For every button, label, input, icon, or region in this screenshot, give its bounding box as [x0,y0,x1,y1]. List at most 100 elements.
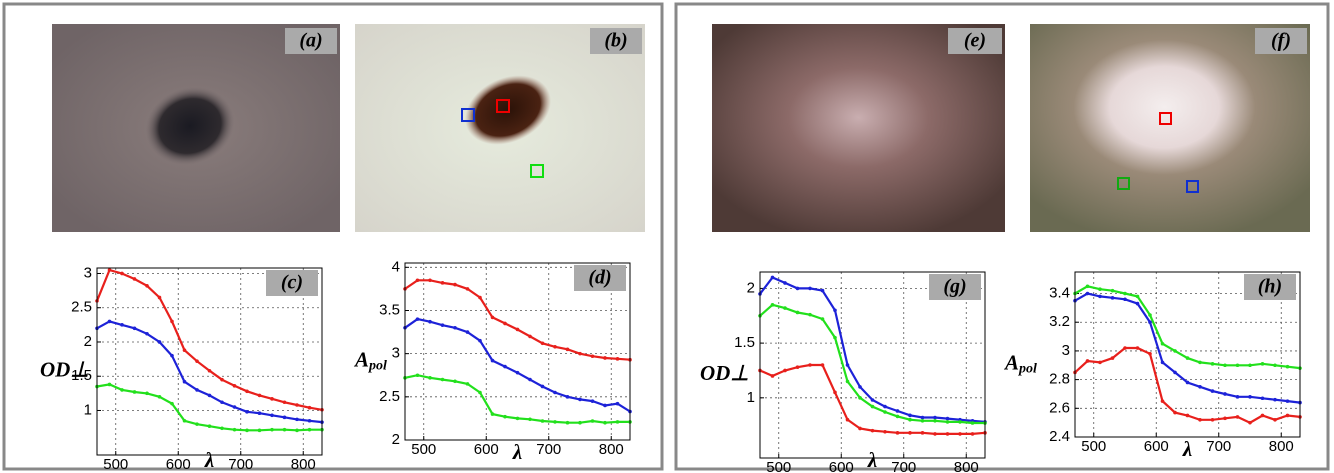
point-marker [1185,413,1190,418]
point-marker [1110,356,1115,360]
y-axis-label: OD⊥ [700,361,749,385]
point-marker [145,391,149,396]
point-marker [1210,417,1215,422]
point-marker [883,429,887,434]
plot-area [97,268,322,455]
point-marker [615,401,620,406]
x-tick-label: 700 [1206,438,1231,455]
point-marker [540,341,545,346]
point-marker [415,278,420,283]
point-marker [503,321,507,326]
point-marker [195,388,199,392]
point-marker [453,325,457,330]
point-marker [1135,301,1140,306]
point-marker [1260,396,1265,401]
y-tick-label: 2 [392,431,400,448]
point-marker [415,317,420,321]
point-marker [858,385,862,389]
y-axis-label-part: pol [368,359,387,374]
point-marker [1223,392,1227,396]
point-marker [795,286,800,291]
point-marker [1098,360,1102,365]
y-axis-label-part: A [1003,350,1019,374]
point-marker [795,310,800,315]
point-marker [195,359,199,363]
x-tick-label: 800 [954,459,979,473]
point-marker [1085,284,1090,289]
point-marker [490,358,495,363]
x-tick-label: 800 [599,441,624,458]
point-marker [220,426,224,431]
point-marker [920,415,925,420]
point-marker [528,377,532,382]
point-marker [578,420,582,425]
point-marker [858,396,862,400]
point-marker [145,284,149,288]
point-marker [428,278,432,283]
point-marker [795,365,800,369]
point-marker [553,390,557,395]
y-axis-label: OD⊥ [40,357,89,381]
point-marker [282,400,287,405]
point-marker [590,354,595,359]
point-marker [603,403,607,408]
point-marker [1098,287,1102,292]
point-marker [157,295,162,300]
point-marker [307,405,312,410]
point-marker [232,384,237,388]
image-label: (e) [964,30,986,52]
point-marker [157,394,162,399]
point-marker [145,331,149,336]
x-tick-label: 600 [1144,438,1169,455]
point-marker [540,419,545,423]
point-marker [1123,291,1127,296]
point-marker [465,287,470,291]
point-marker [1198,360,1202,365]
point-marker [883,404,887,409]
x-tick-label: 800 [1269,438,1294,455]
point-marker [870,404,875,409]
point-marker [1210,389,1215,393]
y-tick-label: 3 [1062,342,1070,359]
y-tick-label: 1 [747,389,755,406]
x-axis-label: λ [204,448,214,472]
point-marker [895,409,900,413]
point-marker [528,417,532,422]
image-a: (a) [52,24,340,232]
point-marker [170,401,174,406]
panel-label: (c) [281,272,303,294]
point-marker [1173,410,1177,415]
point-marker [257,411,262,416]
point-marker [770,374,775,378]
point-marker [515,327,520,332]
point-marker [428,319,432,324]
point-marker [465,382,470,386]
point-marker [257,393,262,398]
point-marker [1110,296,1115,300]
x-tick-label: 500 [766,459,791,473]
point-marker [1160,399,1165,403]
image-label: (f) [1271,30,1291,52]
point-marker [590,419,595,423]
x-tick-label: 600 [829,459,854,473]
point-marker [440,323,445,327]
point-marker [945,432,950,436]
point-marker [528,334,532,339]
point-marker [1273,397,1277,402]
point-marker [615,420,620,424]
point-marker [603,420,607,425]
point-marker [1198,384,1202,389]
point-marker [958,432,962,436]
point-marker [1110,288,1115,293]
y-tick-label: 2 [747,279,755,296]
x-tick-label: 500 [411,441,436,458]
plot-area [405,263,630,440]
point-marker [1223,416,1227,421]
point-marker [132,326,137,331]
point-marker [820,288,825,293]
point-marker [1248,363,1252,368]
y-tick-label: 2.5 [379,388,400,405]
y-axis-label-part: OD⊥ [700,361,749,385]
chart: 500 600 700 800 1 1.5 2 2.5 3 (c) OD⊥ λ [40,264,324,473]
